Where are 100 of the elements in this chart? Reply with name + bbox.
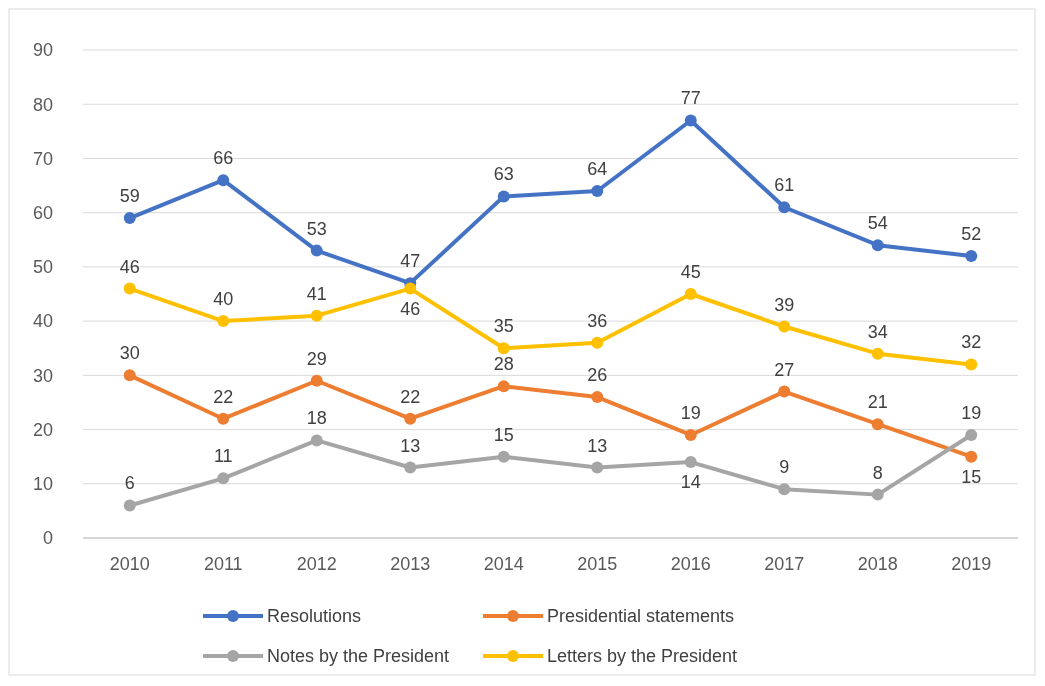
point (497, 190, 510, 203)
point (123, 282, 136, 295)
legend-label: Letters by the President (547, 646, 738, 667)
data-label: 63 (493, 164, 514, 185)
x-tick-label: 2014 (483, 554, 524, 574)
data-label: 36 (587, 310, 608, 331)
y-tick-label: 10 (32, 474, 53, 495)
point (591, 184, 604, 197)
data-label: 22 (213, 386, 234, 407)
point (871, 239, 884, 252)
point (684, 456, 697, 469)
point (591, 461, 604, 474)
point (965, 250, 978, 263)
point (217, 472, 230, 485)
data-label: 27 (774, 359, 795, 380)
data-label: 15 (493, 424, 514, 445)
point (310, 309, 323, 322)
point (217, 174, 230, 187)
point (591, 391, 604, 404)
data-label: 66 (213, 148, 234, 169)
data-label: 64 (587, 158, 608, 179)
point (871, 488, 884, 501)
data-label: 13 (400, 435, 421, 456)
data-label: 28 (493, 354, 514, 375)
data-label: 6 (124, 473, 135, 494)
x-tick-label: 2019 (951, 554, 992, 574)
data-label: 8 (872, 462, 883, 483)
point (965, 428, 978, 441)
data-label: 14 (680, 472, 701, 493)
x-tick-label: 2011 (203, 554, 243, 574)
point (310, 434, 323, 447)
point (684, 288, 697, 300)
data-label: 53 (306, 218, 327, 239)
data-label: 19 (961, 402, 982, 423)
point (684, 428, 697, 441)
data-label: 21 (867, 392, 888, 413)
x-tick-label: 2010 (109, 554, 150, 574)
point (217, 412, 230, 425)
data-label: 59 (119, 186, 140, 207)
data-label: 9 (779, 457, 790, 478)
x-tick-label: 2018 (857, 554, 898, 574)
legend-label: Notes by the President (267, 646, 450, 667)
point (965, 358, 978, 371)
x-tick-label: 2015 (577, 554, 618, 574)
y-tick-label: 90 (32, 40, 53, 61)
data-label: 22 (400, 386, 421, 407)
point (404, 412, 417, 425)
y-tick-label: 30 (32, 365, 53, 386)
data-label: 46 (400, 298, 421, 319)
point (310, 244, 323, 257)
data-label: 29 (306, 348, 327, 369)
data-label: 35 (493, 316, 514, 337)
legend-label: Resolutions (267, 606, 362, 627)
legend-label: Presidential statements (547, 606, 735, 627)
point (684, 114, 697, 127)
point (871, 418, 884, 431)
data-label: 26 (587, 365, 608, 386)
data-label: 15 (961, 466, 982, 487)
point (497, 380, 510, 393)
data-label: 41 (306, 283, 327, 304)
point (123, 499, 136, 512)
point (310, 374, 323, 387)
point (778, 483, 791, 496)
data-label: 11 (213, 446, 233, 467)
point (217, 315, 230, 328)
point (497, 450, 510, 463)
data-label: 47 (400, 251, 421, 272)
data-label: 30 (119, 343, 140, 364)
data-label: 40 (213, 289, 234, 310)
data-label: 52 (961, 224, 982, 245)
data-label: 39 (774, 294, 795, 315)
data-label: 46 (119, 256, 140, 277)
point (871, 347, 884, 360)
point (123, 212, 136, 225)
y-tick-label: 70 (32, 148, 53, 169)
point (404, 461, 417, 474)
y-tick-label: 60 (32, 202, 53, 223)
data-label: 77 (680, 88, 701, 109)
x-tick-label: 2017 (764, 554, 805, 574)
data-label: 45 (680, 262, 701, 282)
point (123, 369, 136, 382)
point (778, 385, 791, 398)
y-tick-label: 0 (42, 528, 53, 549)
y-tick-label: 40 (32, 311, 53, 332)
data-label: 19 (680, 402, 701, 423)
y-tick-label: 50 (32, 257, 53, 278)
x-tick-label: 2016 (670, 554, 711, 574)
point (778, 201, 791, 214)
data-label: 13 (587, 435, 608, 456)
data-label: 32 (961, 332, 982, 353)
point (778, 320, 791, 333)
data-label: 34 (867, 321, 888, 342)
data-label: 18 (306, 408, 327, 429)
y-tick-label: 80 (32, 94, 53, 115)
point (965, 450, 978, 463)
x-tick-label: 2012 (296, 554, 337, 574)
data-label: 61 (774, 175, 795, 196)
y-tick-label: 20 (32, 419, 53, 440)
point (497, 342, 510, 355)
point (404, 282, 417, 295)
